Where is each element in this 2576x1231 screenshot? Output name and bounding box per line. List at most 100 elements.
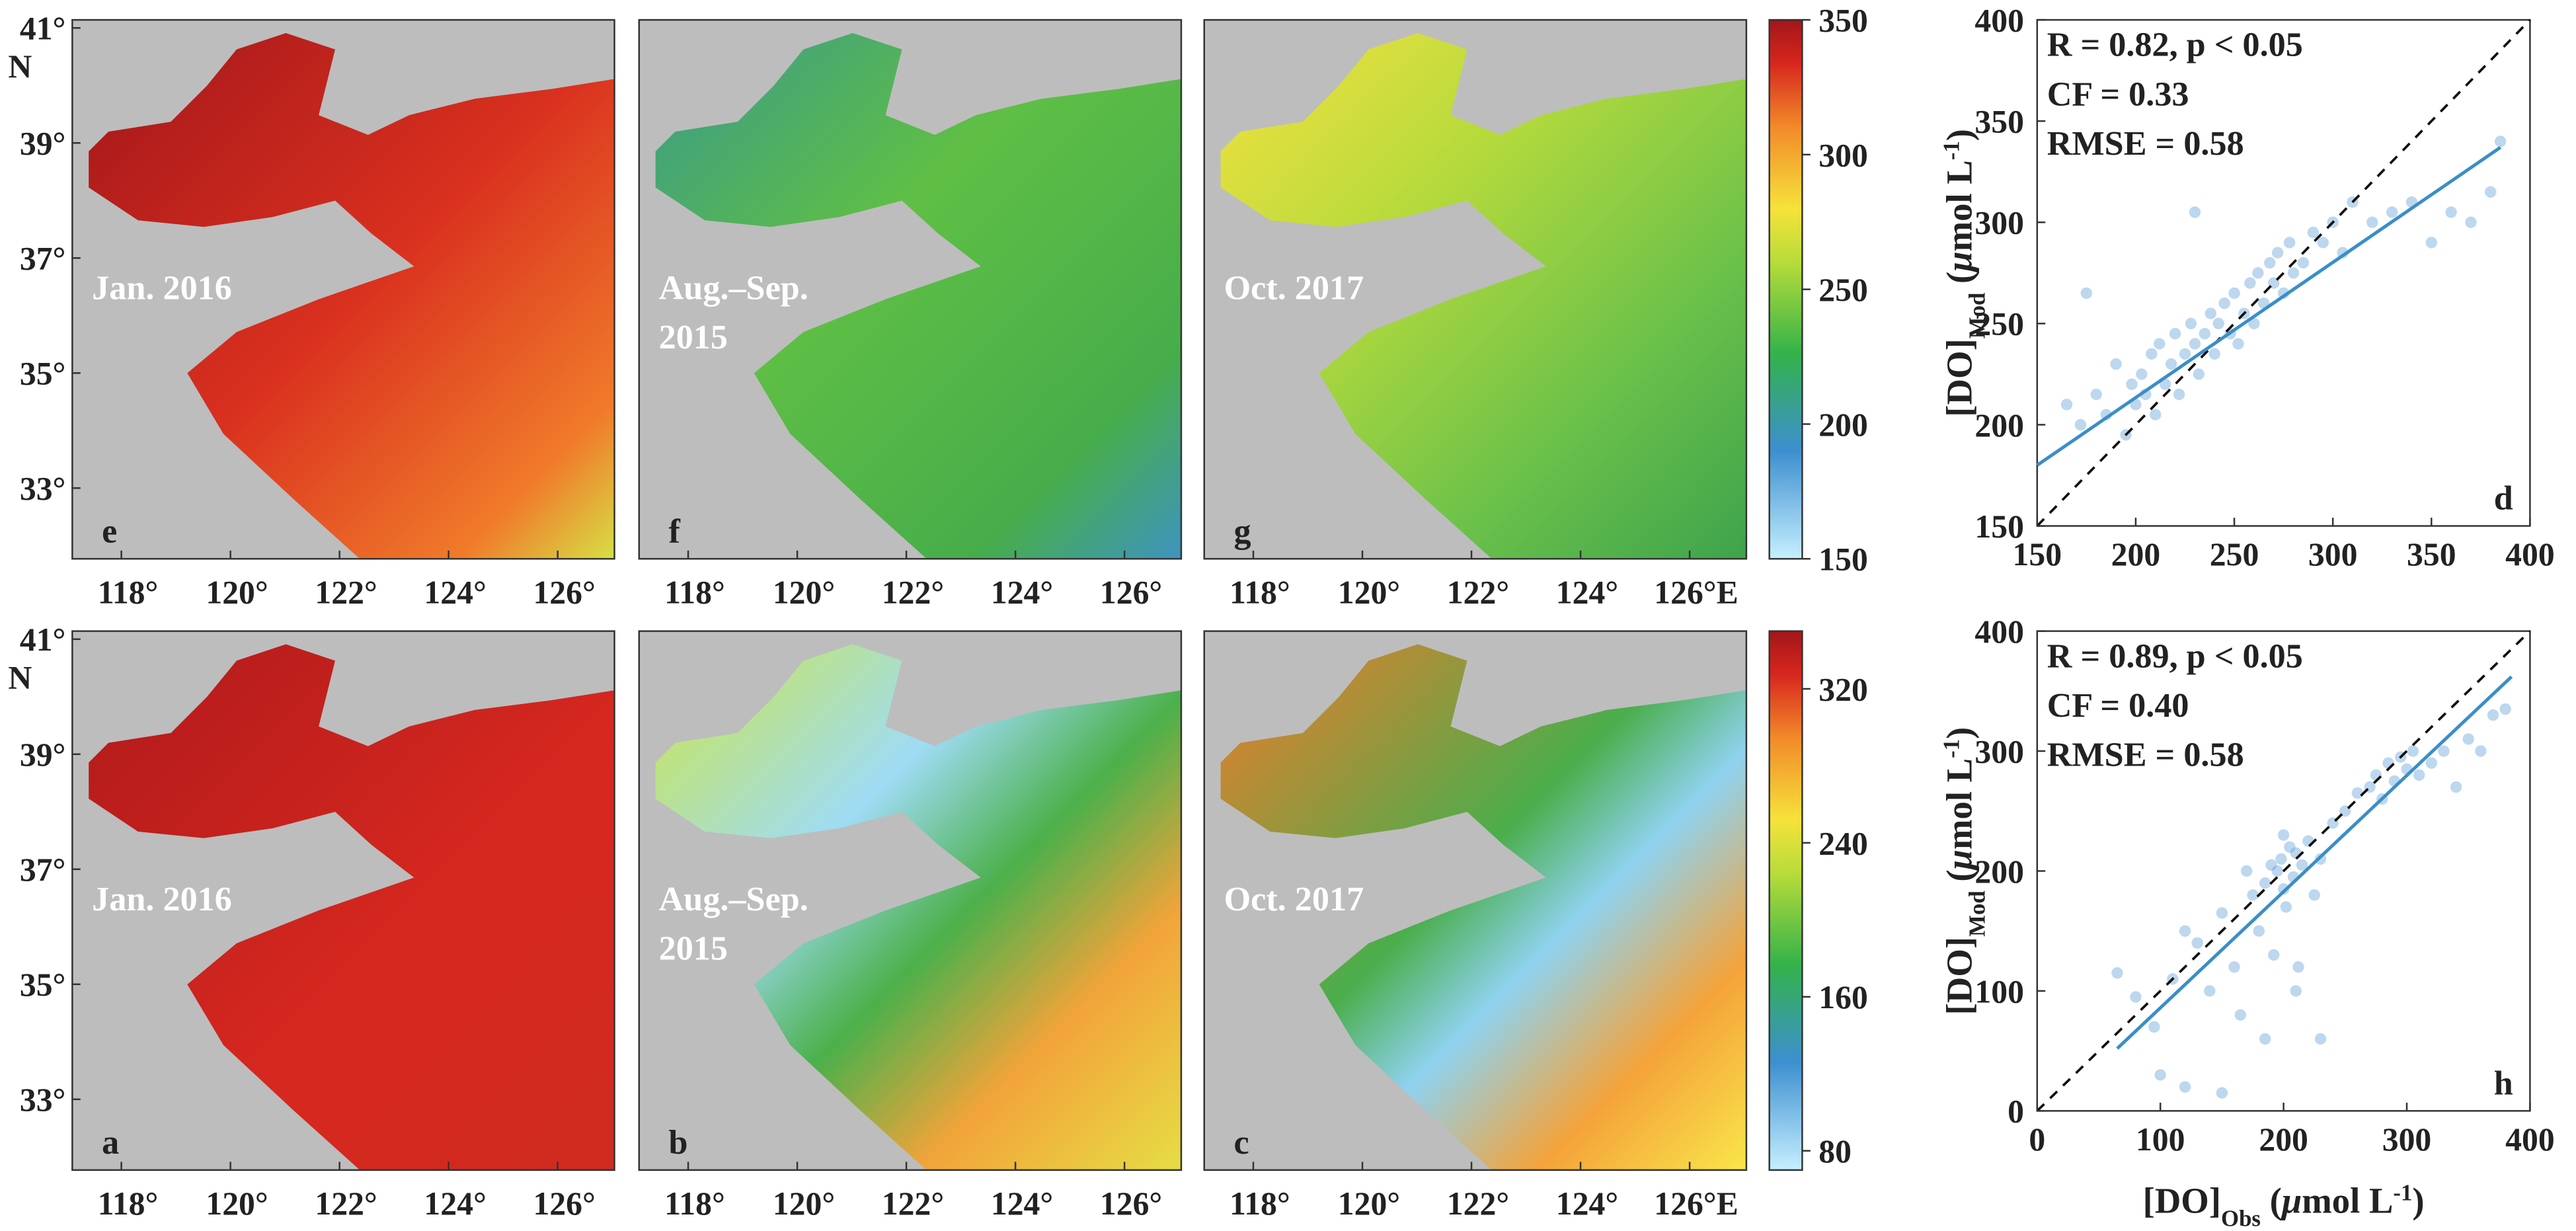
x-tick-label: 122° [1447,574,1509,610]
point [2277,829,2290,841]
point [2366,216,2378,228]
x-tick-label: 124° [1556,574,1618,610]
axis-label-part: μ [1939,850,1979,871]
x-tick-label: 126° [1100,1185,1162,1222]
axis-label-part: ) [1939,129,1979,141]
point [2499,703,2511,715]
axis-label-part: [DO] [2143,1180,2221,1220]
x-tick-label: 122° [315,574,377,610]
x-tick-label: 350 [2407,536,2456,573]
y-tick-label: 41° [20,11,66,47]
point [2074,418,2087,431]
axis-label-part: Mod [1964,891,1990,937]
point [2317,237,2329,249]
x-tick-label: 126°E [1654,1185,1738,1222]
panel-label: Aug.–Sep. [659,880,808,918]
y-tick-label: 33° [20,471,66,507]
point [2179,925,2191,937]
y-tick-label: 400 [1974,614,2024,650]
point [2287,267,2300,279]
x-tick-label: 118° [1229,574,1290,610]
x-tick-label: 126°E [1654,574,1738,610]
x-tick-label: 124° [424,574,486,610]
one-to-one-line [2036,19,2531,527]
point [2154,1069,2166,1081]
fit-line [2116,675,2513,1050]
colorbar-tick-label: 160 [1818,979,1868,1015]
axis-label-part: ( [2261,1180,2282,1220]
point [2179,348,2191,360]
panel-letter: b [669,1123,688,1162]
point [2438,745,2450,757]
axis-label-part: μ [1939,251,1979,273]
point [2169,327,2181,340]
point [2189,206,2201,218]
point [2370,769,2382,781]
panel-label: Jan. 2016 [92,880,232,918]
colorbar-tick-label: 320 [1818,671,1868,707]
colorbar-tick-label: 150 [1818,541,1868,578]
point [2247,889,2259,901]
annotation: RMSE = 0.58 [2047,735,2244,774]
point [2212,317,2224,330]
sea-field [1220,32,1746,559]
point [2462,733,2474,745]
point [2253,925,2265,937]
x-tick-label: 250 [2210,536,2259,573]
y-tick-label: 150 [1974,508,2024,545]
annotation: RMSE = 0.58 [2047,124,2244,163]
point [2259,877,2271,889]
y-tick-label: 35° [20,356,66,392]
point [2216,907,2228,919]
axis-label: [DO]Obs (μmol L-1) [2143,1179,2425,1231]
point [2090,388,2102,401]
sea-field [89,32,615,559]
point [2302,835,2314,847]
panel-label: Oct. 2017 [1224,880,1364,918]
point [2248,317,2260,330]
point [2475,745,2487,757]
panel-label: Aug.–Sep. [659,269,808,307]
point [2485,186,2497,198]
axis-label-part: μ [2280,1180,2302,1220]
x-tick-label: 120° [773,574,835,610]
axis-label-part: [DO] [1939,937,1979,1015]
axis-label-part: -1 [1938,141,1964,160]
y-tick-label: 37° [20,241,66,277]
point [2277,883,2290,895]
point [2407,745,2419,757]
point [2216,1087,2228,1099]
point [2290,847,2302,859]
x-tick-label: 120° [206,574,268,610]
fit-line [2036,145,2502,467]
point [2199,327,2211,340]
panel-frame [1203,630,1748,1171]
y-tick-label: 300 [1974,205,2024,241]
axis-label-part: ) [1939,727,1979,739]
point [2264,257,2276,269]
point [2150,409,2162,420]
point [2271,247,2284,258]
point [2130,991,2142,1003]
x-tick-label: 300 [2382,1121,2432,1158]
panel-frame [638,630,1183,1171]
x-tick-label: 400 [2505,536,2555,573]
point [2351,787,2364,799]
point [2445,206,2457,218]
axis-label-part: Mod [1964,293,1990,339]
point [2292,961,2304,973]
point [2465,216,2477,228]
colorbar-tick-label: 250 [1818,272,1868,308]
x-tick-label: 124° [991,1185,1053,1222]
point [2280,901,2292,913]
point [2450,781,2462,793]
colorbar-tick-label: 350 [1818,2,1868,38]
point [2189,338,2201,350]
point [2252,267,2264,279]
x-tick-label: 118° [664,1185,725,1222]
point [2308,889,2320,901]
y-unit: N [8,48,32,85]
annotation: CF = 0.40 [2047,686,2189,725]
colorbar-tick-label: 80 [1818,1133,1852,1170]
point [2382,757,2394,769]
